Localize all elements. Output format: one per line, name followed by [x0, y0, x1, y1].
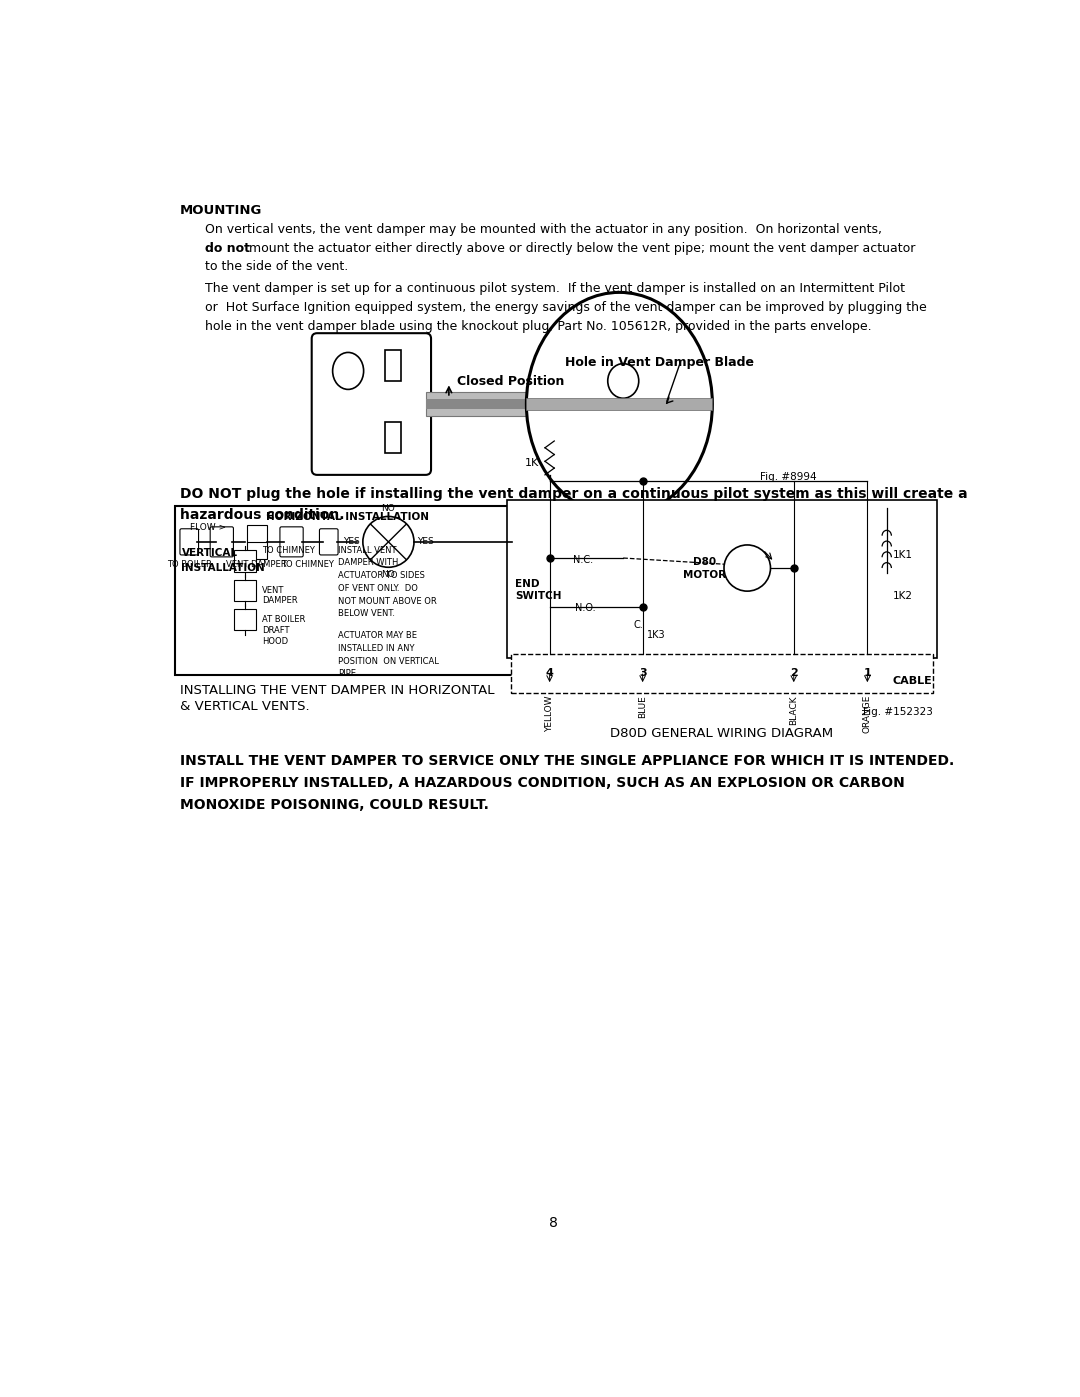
- Text: MONOXIDE POISONING, COULD RESULT.: MONOXIDE POISONING, COULD RESULT.: [180, 798, 489, 812]
- Text: 1K2: 1K2: [893, 591, 913, 601]
- Text: 4: 4: [545, 668, 554, 678]
- Text: POSITION  ON VERTICAL: POSITION ON VERTICAL: [338, 657, 438, 665]
- Text: INSTALLED IN ANY: INSTALLED IN ANY: [338, 644, 415, 652]
- Text: ACTUATOR TO SIDES: ACTUATOR TO SIDES: [338, 571, 424, 580]
- Text: 3: 3: [638, 668, 647, 678]
- Text: SWITCH: SWITCH: [515, 591, 562, 601]
- Bar: [426, 391, 526, 416]
- Bar: [234, 580, 256, 601]
- FancyBboxPatch shape: [280, 527, 303, 557]
- Text: mount the actuator either directly above or directly below the vent pipe; mount : mount the actuator either directly above…: [245, 242, 916, 254]
- Ellipse shape: [526, 292, 713, 515]
- Text: BLACK: BLACK: [789, 696, 798, 725]
- Text: to the side of the vent.: to the side of the vent.: [205, 260, 348, 274]
- Text: & VERTICAL VENTS.: & VERTICAL VENTS.: [180, 700, 310, 712]
- Text: D80D GENERAL WIRING DIAGRAM: D80D GENERAL WIRING DIAGRAM: [610, 728, 834, 740]
- Text: MOTOR: MOTOR: [683, 570, 726, 580]
- Text: DAMPER: DAMPER: [262, 595, 298, 605]
- Text: INSTALL THE VENT DAMPER TO SERVICE ONLY THE SINGLE APPLIANCE FOR WHICH IT IS INT: INSTALL THE VENT DAMPER TO SERVICE ONLY …: [180, 754, 955, 768]
- Text: TO BOILER: TO BOILER: [166, 560, 212, 569]
- Text: Fig. #152323: Fig. #152323: [863, 707, 933, 717]
- Text: 8: 8: [549, 1217, 558, 1231]
- Text: TO CHIMNEY: TO CHIMNEY: [262, 546, 315, 555]
- Text: HORIZONTAL INSTALLATION: HORIZONTAL INSTALLATION: [267, 511, 429, 522]
- Bar: [386, 351, 401, 381]
- Text: Closed Position: Closed Position: [457, 374, 564, 388]
- Text: YES: YES: [417, 538, 434, 546]
- Bar: [511, 654, 933, 693]
- Text: do not: do not: [205, 242, 249, 254]
- Text: Fig. #8994: Fig. #8994: [760, 472, 816, 482]
- Text: IF IMPROPERLY INSTALLED, A HAZARDOUS CONDITION, SUCH AS AN EXPLOSION OR CARBON: IF IMPROPERLY INSTALLED, A HAZARDOUS CON…: [180, 777, 905, 791]
- Bar: [526, 398, 713, 411]
- Ellipse shape: [333, 352, 364, 390]
- Text: HOOD: HOOD: [262, 637, 288, 645]
- Text: OF VENT ONLY.  DO: OF VENT ONLY. DO: [338, 584, 418, 592]
- Text: AT BOILER: AT BOILER: [262, 615, 306, 624]
- Text: VENT: VENT: [262, 585, 284, 595]
- Text: ACTUATOR MAY BE: ACTUATOR MAY BE: [338, 631, 417, 640]
- Bar: [386, 422, 401, 453]
- Text: DRAFT: DRAFT: [262, 626, 289, 634]
- Bar: [234, 550, 256, 571]
- Text: YES: YES: [343, 538, 360, 546]
- Text: VENT DAMPER: VENT DAMPER: [227, 560, 287, 569]
- FancyBboxPatch shape: [180, 529, 199, 555]
- Text: 1K: 1K: [525, 458, 539, 468]
- Text: ORANGE: ORANGE: [863, 696, 872, 733]
- Text: or  Hot Surface Ignition equipped system, the energy savings of the vent damper : or Hot Surface Ignition equipped system,…: [205, 302, 927, 314]
- Text: 1K1: 1K1: [893, 550, 913, 560]
- Text: INSTALL VENT: INSTALL VENT: [338, 546, 396, 555]
- Text: 1K3: 1K3: [647, 630, 665, 640]
- Circle shape: [363, 517, 414, 567]
- Text: TO CHIMNEY: TO CHIMNEY: [281, 560, 334, 569]
- Text: hazardous condition.: hazardous condition.: [180, 509, 345, 522]
- Text: On vertical vents, the vent damper may be mounted with the actuator in any posit: On vertical vents, the vent damper may b…: [205, 222, 881, 236]
- Text: END: END: [515, 578, 539, 588]
- Bar: [175, 506, 521, 675]
- Text: PIPE.: PIPE.: [338, 669, 359, 679]
- Text: hole in the vent damper blade using the knockout plug, Part No. 105612R, provide: hole in the vent damper blade using the …: [205, 320, 872, 332]
- Text: D80: D80: [693, 557, 716, 567]
- Circle shape: [724, 545, 770, 591]
- Text: NO: NO: [381, 570, 395, 580]
- Bar: [426, 398, 526, 409]
- Text: N.C.: N.C.: [572, 555, 593, 564]
- Text: Hole in Vent Damper Blade: Hole in Vent Damper Blade: [565, 356, 754, 369]
- Bar: [246, 525, 267, 559]
- Text: DAMPER WITH: DAMPER WITH: [338, 559, 399, 567]
- Text: C.: C.: [634, 620, 644, 630]
- Text: DO NOT plug the hole if installing the vent damper on a continuous pilot system : DO NOT plug the hole if installing the v…: [180, 488, 968, 502]
- Text: NOT MOUNT ABOVE OR: NOT MOUNT ABOVE OR: [338, 597, 436, 605]
- Bar: [507, 500, 937, 658]
- FancyBboxPatch shape: [211, 527, 233, 557]
- Ellipse shape: [608, 363, 638, 398]
- Bar: [234, 609, 256, 630]
- FancyBboxPatch shape: [312, 334, 431, 475]
- Text: 2: 2: [789, 668, 798, 678]
- Text: N.O.: N.O.: [576, 604, 596, 613]
- Text: FLOW >: FLOW >: [190, 522, 226, 532]
- Text: 1: 1: [864, 668, 872, 678]
- Text: INSTALLATION: INSTALLATION: [181, 563, 266, 573]
- Text: VERTICAL: VERTICAL: [181, 548, 238, 557]
- Text: The vent damper is set up for a continuous pilot system.  If the vent damper is : The vent damper is set up for a continuo…: [205, 282, 905, 295]
- Text: YELLOW: YELLOW: [545, 696, 554, 732]
- Text: MOUNTING: MOUNTING: [180, 204, 262, 217]
- Text: BLUE: BLUE: [638, 696, 647, 718]
- Text: CABLE: CABLE: [892, 676, 932, 686]
- Text: BELOW VENT.: BELOW VENT.: [338, 609, 395, 619]
- FancyBboxPatch shape: [320, 529, 338, 555]
- Text: NO: NO: [381, 504, 395, 513]
- Text: INSTALLING THE VENT DAMPER IN HORIZONTAL: INSTALLING THE VENT DAMPER IN HORIZONTAL: [180, 685, 495, 697]
